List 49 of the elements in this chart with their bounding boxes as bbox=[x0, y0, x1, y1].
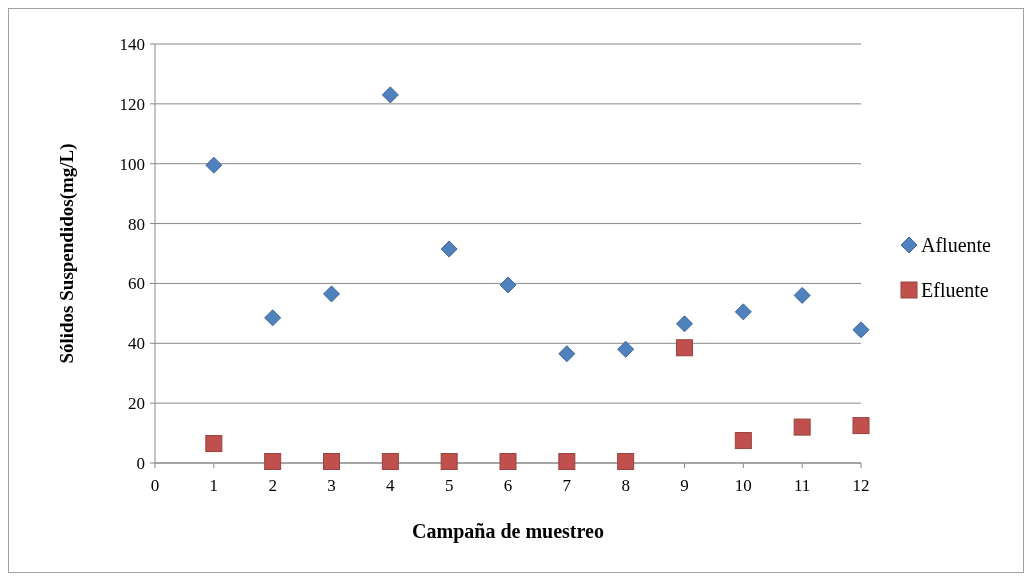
point bbox=[734, 303, 752, 321]
y-tick-label: 20 bbox=[128, 394, 145, 414]
point bbox=[264, 309, 282, 327]
point bbox=[558, 345, 576, 363]
point bbox=[264, 453, 282, 470]
point bbox=[676, 315, 693, 333]
x-axis-title: Campaña de muestreo bbox=[412, 520, 604, 543]
point bbox=[205, 156, 223, 174]
x-tick-label: 12 bbox=[852, 476, 870, 495]
point bbox=[381, 86, 399, 104]
y-tick-label: 100 bbox=[119, 154, 145, 174]
point bbox=[323, 285, 340, 303]
legend-label: Afluente bbox=[921, 234, 992, 256]
y-axis-title: Sólidos Suspendidos(mg/L) bbox=[56, 143, 78, 364]
legend-label: Efluente bbox=[921, 279, 989, 301]
x-tick-label: 8 bbox=[621, 476, 630, 495]
x-tick-label: 2 bbox=[268, 476, 277, 495]
y-tick-label: 40 bbox=[128, 334, 145, 354]
point bbox=[381, 453, 399, 470]
point bbox=[617, 340, 635, 358]
point bbox=[558, 453, 576, 470]
y-tick-label: 140 bbox=[119, 34, 145, 54]
point bbox=[793, 286, 811, 304]
x-tick-label: 7 bbox=[562, 476, 572, 495]
y-tick-label: 60 bbox=[128, 274, 145, 294]
y-tick-label: 80 bbox=[128, 214, 145, 234]
point bbox=[734, 432, 752, 450]
y-tick-label: 120 bbox=[119, 94, 145, 114]
point bbox=[793, 418, 811, 436]
x-tick-label: 0 bbox=[150, 476, 160, 495]
x-tick-label: 5 bbox=[444, 476, 454, 495]
y-tick-label: 0 bbox=[136, 453, 145, 473]
x-tick-label: 3 bbox=[327, 476, 336, 495]
x-tick-label: 9 bbox=[680, 476, 689, 495]
point bbox=[499, 453, 517, 470]
point bbox=[205, 435, 223, 453]
point bbox=[852, 417, 870, 435]
x-tick-label: 11 bbox=[793, 476, 811, 495]
x-tick-label: 10 bbox=[734, 476, 752, 495]
point bbox=[440, 453, 458, 470]
point bbox=[323, 453, 340, 470]
x-tick-label: 1 bbox=[209, 476, 219, 495]
point bbox=[852, 321, 870, 339]
point bbox=[440, 240, 458, 258]
point bbox=[676, 339, 693, 357]
x-tick-label: 4 bbox=[386, 476, 396, 495]
x-tick-label: 6 bbox=[503, 476, 513, 495]
point bbox=[617, 453, 635, 470]
point bbox=[499, 276, 517, 294]
